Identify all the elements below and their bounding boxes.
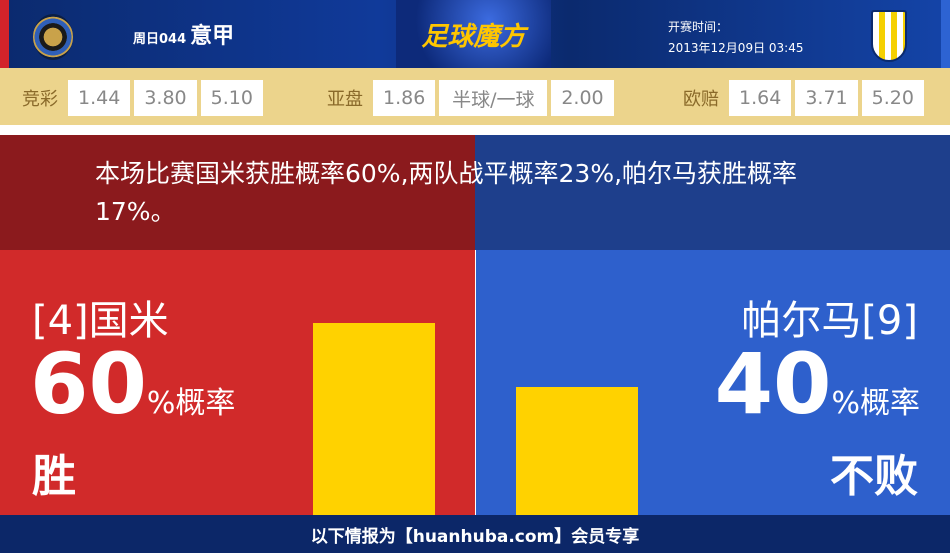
match-number: 周日044	[133, 32, 187, 47]
odds-label: 亚盘	[327, 89, 363, 110]
inter-logo	[33, 14, 73, 60]
summary-band: 本场比赛国米获胜概率60%,两队战平概率23%,帕尔马获胜概率17%。	[0, 135, 950, 250]
home-team: [4]国米	[32, 298, 169, 344]
away-probability: 40 %概率	[715, 335, 920, 433]
home-pct: 60	[30, 335, 147, 433]
home-bar	[313, 323, 435, 515]
home-pct-suffix: %概率	[146, 386, 236, 421]
odds-value: 1.64	[729, 80, 792, 116]
odds-value: 5.20	[861, 80, 924, 116]
odds-label: 竞彩	[22, 89, 58, 110]
parma-logo	[871, 10, 907, 62]
odds-value: 5.10	[200, 80, 263, 116]
away-pct: 40	[714, 335, 832, 433]
league-info: 周日044 意甲	[133, 18, 234, 50]
odds-value: 3.80	[134, 80, 197, 116]
league-name: 意甲	[190, 24, 235, 49]
away-color-stripe	[941, 0, 950, 68]
kickoff-value: 2013年12月09日 03:45	[668, 41, 804, 55]
away-bar	[516, 387, 638, 515]
odds-oupei: 欧赔 1.64 3.71 5.20	[683, 80, 924, 116]
away-team: 帕尔马[9]	[741, 298, 918, 344]
away-panel: 帕尔马[9] 40 %概率 不败	[476, 250, 950, 515]
odds-value: 3.71	[795, 80, 858, 116]
summary-text: 本场比赛国米获胜概率60%,两队战平概率23%,帕尔马获胜概率17%。	[95, 159, 798, 226]
footer-banner[interactable]: 以下情报为【huanhuba.com】会员专享	[0, 515, 950, 553]
kickoff-time: 开赛时间： 2013年12月09日 03:45	[668, 17, 803, 59]
away-result: 不败	[830, 451, 918, 502]
odds-jingcai: 竞彩 1.44 3.80 5.10	[22, 80, 263, 116]
home-color-stripe	[0, 0, 9, 68]
home-panel: [4]国米 60 %概率 胜	[0, 250, 475, 515]
header: 周日044 意甲 足球魔方 开赛时间： 2013年12月09日 03:45	[0, 0, 950, 68]
odds-value: 半球/一球	[439, 80, 548, 116]
brand-logo: 足球魔方	[396, 0, 551, 68]
odds-value: 1.44	[68, 80, 131, 116]
odds-value: 2.00	[551, 80, 614, 116]
odds-value: 1.86	[373, 80, 436, 116]
odds-yapan: 亚盘 1.86 半球/一球 2.00	[327, 80, 614, 116]
kickoff-label: 开赛时间：	[668, 20, 729, 34]
odds-bar: 竞彩 1.44 3.80 5.10 亚盘 1.86 半球/一球 2.00 欧赔 …	[0, 68, 950, 130]
odds-label: 欧赔	[683, 89, 719, 110]
home-probability: 60 %概率	[30, 335, 235, 433]
home-result: 胜	[32, 451, 76, 502]
away-pct-suffix: %概率	[831, 386, 920, 421]
